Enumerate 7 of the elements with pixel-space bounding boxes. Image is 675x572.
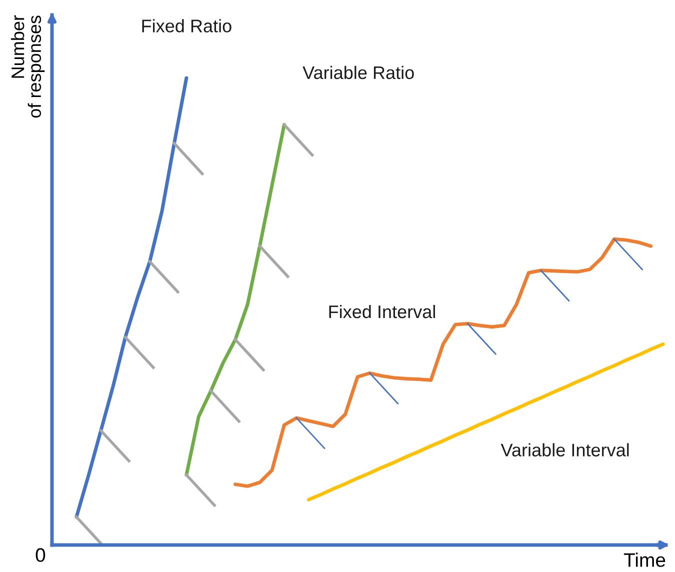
series-label: Variable Interval (500, 443, 629, 456)
text: 0 (36, 548, 46, 562)
text: Fixed Ratio (142, 19, 232, 32)
y-axis-title: Number of responses (10, 15, 45, 118)
text: Variable Ratio (302, 66, 414, 80)
series-label: Fixed Interval (329, 304, 435, 318)
x-axis-title: Time (624, 552, 666, 567)
